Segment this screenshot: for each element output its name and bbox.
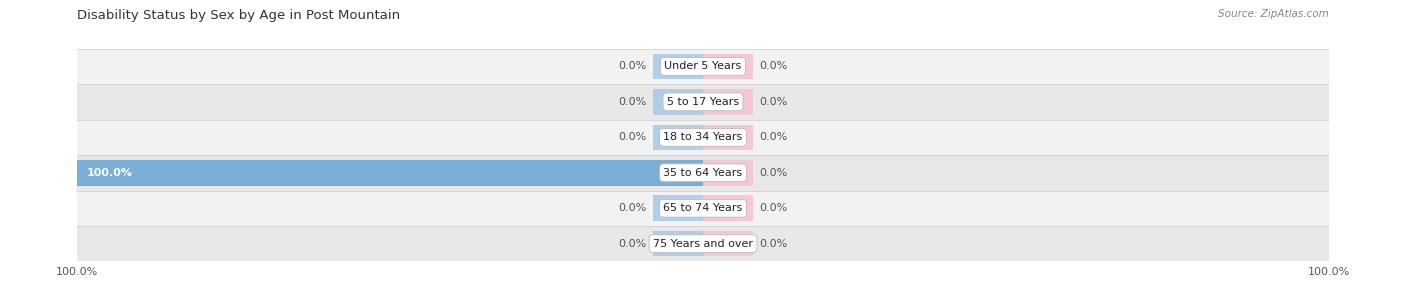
Text: 0.0%: 0.0% xyxy=(759,203,787,213)
Bar xyxy=(652,195,703,221)
Text: 0.0%: 0.0% xyxy=(619,132,647,142)
Bar xyxy=(652,89,703,115)
Text: 65 to 74 Years: 65 to 74 Years xyxy=(664,203,742,213)
Bar xyxy=(77,155,1329,191)
Bar xyxy=(77,191,1329,226)
Bar xyxy=(77,226,1329,261)
Bar xyxy=(77,49,1329,84)
Text: Disability Status by Sex by Age in Post Mountain: Disability Status by Sex by Age in Post … xyxy=(77,9,401,22)
Text: 0.0%: 0.0% xyxy=(759,168,787,178)
Bar xyxy=(703,231,754,257)
Legend: Male, Female: Male, Female xyxy=(641,300,765,304)
Text: 18 to 34 Years: 18 to 34 Years xyxy=(664,132,742,142)
Bar xyxy=(703,195,754,221)
Text: Source: ZipAtlas.com: Source: ZipAtlas.com xyxy=(1218,9,1329,19)
Bar xyxy=(77,84,1329,119)
Bar xyxy=(652,125,703,150)
Text: 0.0%: 0.0% xyxy=(759,239,787,249)
Text: 0.0%: 0.0% xyxy=(619,61,647,71)
Bar xyxy=(703,160,754,185)
Bar xyxy=(703,89,754,115)
Text: 0.0%: 0.0% xyxy=(759,132,787,142)
Text: 0.0%: 0.0% xyxy=(619,203,647,213)
Text: 5 to 17 Years: 5 to 17 Years xyxy=(666,97,740,107)
Text: Under 5 Years: Under 5 Years xyxy=(665,61,741,71)
Bar xyxy=(77,119,1329,155)
Bar xyxy=(77,160,703,185)
Text: 0.0%: 0.0% xyxy=(759,97,787,107)
Text: 0.0%: 0.0% xyxy=(619,239,647,249)
Bar xyxy=(703,125,754,150)
Text: 100.0%: 100.0% xyxy=(87,168,132,178)
Bar xyxy=(703,54,754,79)
Text: 75 Years and over: 75 Years and over xyxy=(652,239,754,249)
Text: 0.0%: 0.0% xyxy=(619,97,647,107)
Bar xyxy=(652,231,703,257)
Text: 35 to 64 Years: 35 to 64 Years xyxy=(664,168,742,178)
Text: 0.0%: 0.0% xyxy=(759,61,787,71)
Bar xyxy=(652,54,703,79)
